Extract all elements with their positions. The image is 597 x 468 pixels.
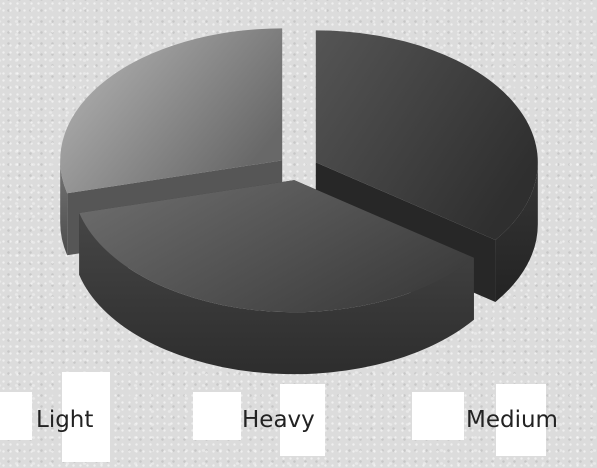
legend-swatch-heavy (193, 392, 241, 440)
pie-slice-medium-top (60, 28, 283, 194)
legend-label-heavy: Heavy (242, 407, 315, 433)
legend-panel (280, 384, 325, 456)
legend-panel (496, 384, 546, 456)
pie-slice-light-top (315, 30, 538, 240)
pie-slice-medium-side (60, 160, 68, 256)
pie-slice-heavy (79, 180, 474, 375)
legend-swatch-light (0, 392, 32, 440)
pie-slice-heavy-top (79, 180, 474, 313)
pie-slice-heavy-side (79, 213, 474, 375)
legend-swatch-medium (412, 392, 464, 440)
legend-label-medium: Medium (466, 407, 558, 433)
legend-label-light: Light (36, 407, 94, 433)
pie-slice-light-side (495, 162, 538, 302)
legend-panel (62, 372, 110, 462)
